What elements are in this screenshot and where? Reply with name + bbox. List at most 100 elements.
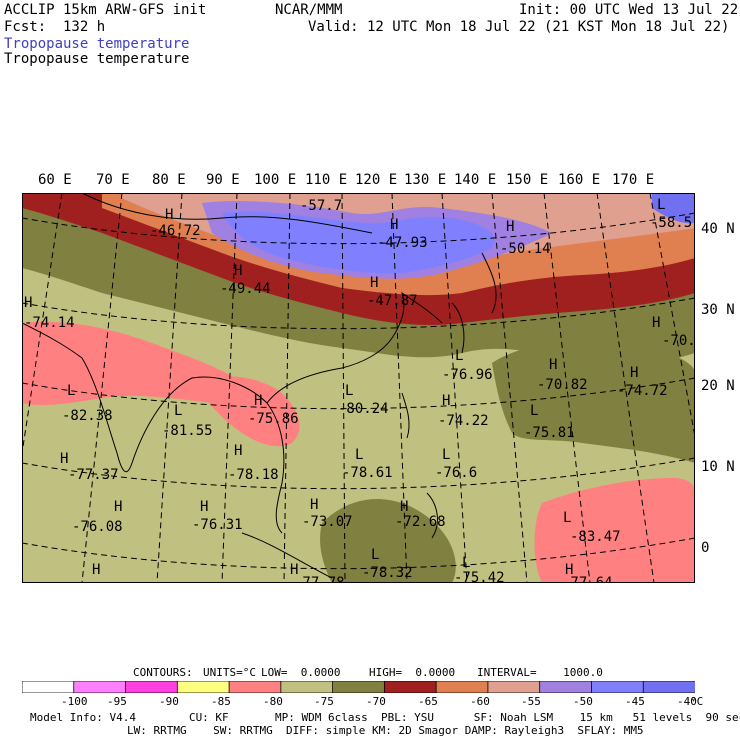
color-bar-cell	[125, 681, 179, 693]
map-value: -77.64	[562, 575, 613, 583]
lon-label: 100 E	[254, 172, 297, 188]
map-marker: H	[565, 562, 573, 578]
map-marker: H	[630, 365, 638, 381]
contours-units: UNITS=°C	[203, 666, 256, 679]
map-marker: L	[67, 383, 75, 399]
band-olive-south	[320, 499, 456, 583]
map-value: -78.32	[362, 565, 413, 581]
band-pink-southeast	[534, 478, 695, 583]
lat-label: 20 N	[701, 378, 735, 394]
map-value: -70.82	[537, 377, 588, 393]
contours-label: CONTOURS:	[133, 666, 193, 679]
model-title: ACCLIP 15km ARW-GFS init	[4, 2, 207, 18]
map-value: -72.68	[395, 514, 446, 530]
map-marker: H	[549, 357, 557, 373]
forecast-hour: Fcst: 132 h	[4, 19, 106, 35]
map-value: -77.37	[68, 467, 119, 483]
cbar-label: -75	[314, 695, 334, 708]
map-marker: H	[92, 562, 100, 578]
cbar-label: -80	[263, 695, 283, 708]
lon-label: 160 E	[558, 172, 601, 188]
band-olive-east	[492, 339, 695, 463]
lon-label: 70 E	[96, 172, 130, 188]
cbar-label: -70	[366, 695, 386, 708]
map-value: -47.87	[367, 293, 418, 309]
color-bar-cell	[383, 681, 438, 693]
map-marker: H	[442, 393, 450, 409]
map-value: -57.7	[300, 198, 342, 214]
color-bar-cell	[22, 681, 75, 693]
cbar-label: -65	[418, 695, 438, 708]
cbar-label: -50	[573, 695, 593, 708]
contours-low: LOW= 0.0000	[261, 666, 341, 679]
map-marker: H	[234, 263, 242, 279]
tropopause-temperature-map: H -46.72 -57.7 H -47.93 H -50.14 L -58.5…	[22, 193, 695, 583]
map-marker: H	[114, 499, 122, 515]
cbar-label: -55	[521, 695, 541, 708]
band-blue	[222, 211, 495, 274]
map-marker: H	[254, 393, 262, 409]
map-value: -46.72	[150, 223, 201, 239]
map-value: -47.93	[377, 235, 428, 251]
map-marker: H	[310, 497, 318, 513]
map-value: -76.96	[442, 367, 493, 383]
cbar-label: -100	[61, 695, 88, 708]
contours-high: HIGH= 0.0000	[369, 666, 456, 679]
map-marker: L	[442, 447, 450, 463]
cbar-label: -45	[625, 695, 645, 708]
map-value: -78.61	[342, 465, 393, 481]
color-bar-cell	[591, 681, 645, 693]
lon-label: 60 E	[38, 172, 72, 188]
map-value: -74.72	[617, 383, 668, 399]
map-marker: L	[355, 447, 363, 463]
init-time: Init: 00 UTC Wed 13 Jul 22	[519, 2, 739, 18]
color-bar	[22, 681, 695, 693]
lon-label: 140 E	[454, 172, 497, 188]
map-value: -58.5	[650, 215, 692, 231]
map-value: -78.18	[228, 467, 279, 483]
map-value: -82.38	[62, 408, 113, 424]
map-marker: H	[24, 295, 32, 311]
map-marker: H	[390, 217, 398, 233]
field-title-shaded: Tropopause temperature	[4, 36, 190, 52]
coastlines	[22, 193, 497, 579]
color-bar-cell	[539, 681, 593, 693]
color-bar-cell	[435, 681, 489, 693]
map-marker: L	[174, 403, 182, 419]
map-marker: L	[455, 348, 463, 364]
map-marker: H	[400, 499, 408, 515]
map-value: -74.22	[438, 413, 489, 429]
lat-label: 0	[701, 540, 710, 556]
contours-interval: INTERVAL= 1000.0	[477, 666, 603, 679]
lon-label: 80 E	[152, 172, 186, 188]
map-value: -80.24	[338, 401, 389, 417]
cbar-label: -85	[211, 695, 231, 708]
color-bar-cell	[332, 681, 386, 693]
color-bar-cell	[642, 681, 695, 693]
lon-label: 150 E	[506, 172, 549, 188]
map-value: -83.47	[570, 529, 621, 545]
map-value: -76.08	[72, 519, 123, 535]
model-info-line1: Model Info: V4.4 CU: KF MP: WDM 6class P…	[30, 711, 740, 724]
model-info-line2: LW: RRTMG SW: RRTMG DIFF: simple KM: 2D …	[127, 724, 644, 737]
color-bar-cell	[280, 681, 334, 693]
map-marker: L	[345, 383, 353, 399]
map-marker: H	[165, 207, 173, 223]
lon-label: 120 E	[355, 172, 398, 188]
band-blue-ne	[652, 193, 695, 224]
color-bar-cell	[176, 681, 230, 693]
map-marker: H	[200, 499, 208, 515]
color-bar-cell	[228, 681, 282, 693]
field-title-contour: Tropopause temperature	[4, 51, 190, 67]
map-value: -75.81	[524, 425, 575, 441]
lat-label: 10 N	[701, 459, 735, 475]
map-value: -70.1	[662, 333, 695, 349]
map-value: -49.44	[220, 281, 271, 297]
map-value: -75.42	[454, 570, 505, 583]
band-pink-west	[22, 321, 246, 406]
map-value: -77.78	[294, 575, 345, 583]
lon-label: 90 E	[206, 172, 240, 188]
map-marker: L	[462, 555, 470, 571]
map-value: -50.14	[500, 241, 551, 257]
cbar-label: -95	[107, 695, 127, 708]
